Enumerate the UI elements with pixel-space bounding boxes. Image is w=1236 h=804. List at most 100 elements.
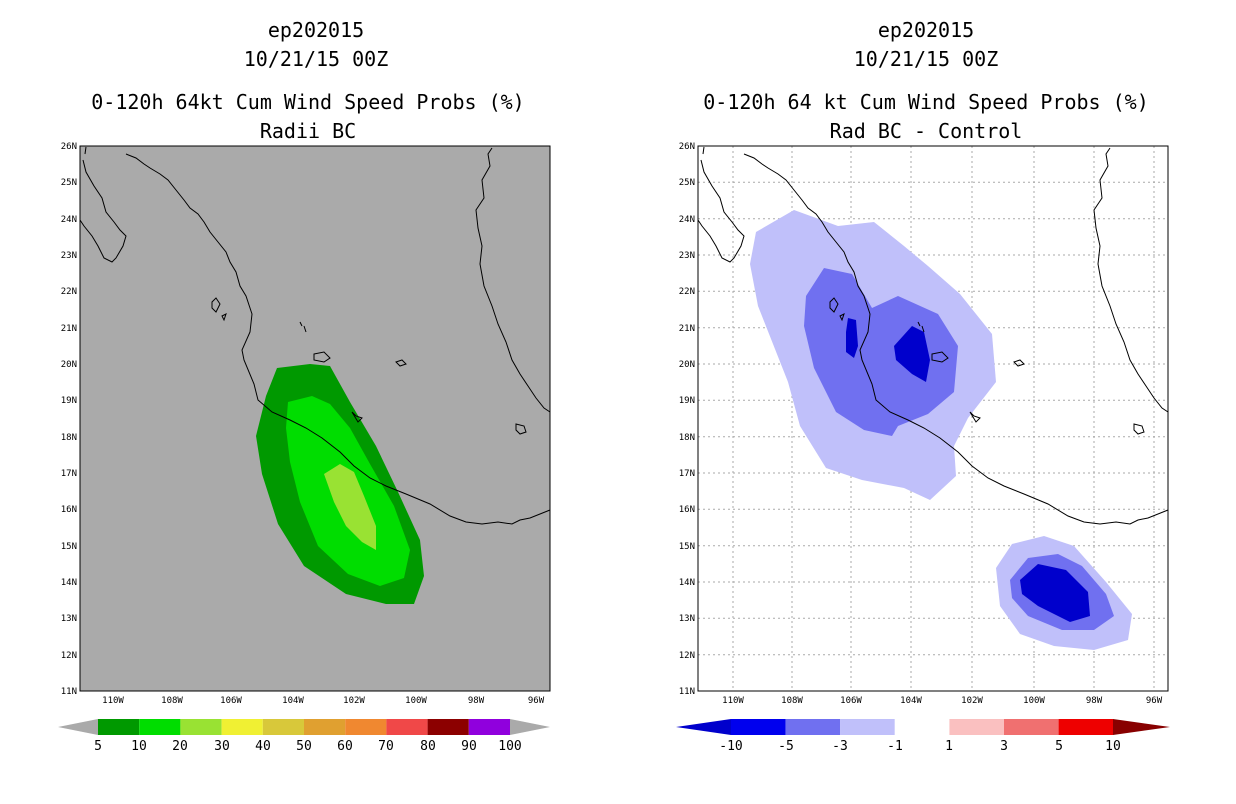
lon-102w: 102W (343, 696, 365, 706)
r-lat-16n: 16N (679, 505, 695, 515)
r-lon-106w: 106W (840, 696, 862, 706)
lat-14n: 14N (61, 578, 77, 588)
right-map-frame (697, 145, 1169, 692)
lat-15n: 15N (61, 542, 77, 552)
right-colorbar-labels: -10 -5 -3 -1 1 3 5 10 (719, 739, 1121, 754)
left-lon-axis: 110W 108W 106W 104W 102W 100W 98W 96W (102, 696, 545, 706)
diff-contour-minus5-south (1020, 564, 1090, 622)
right-cb-label-m1: -1 (887, 739, 903, 754)
right-cb-label-10: 10 (1105, 739, 1121, 754)
right-lon-axis: 110W 108W 106W 104W 102W 100W 98W 96W (722, 696, 1163, 706)
r-lat-22n: 22N (679, 287, 695, 297)
left-cb-seg-8 (427, 719, 469, 735)
r-lat-18n: 18N (679, 433, 695, 443)
right-title-date: 10/21/15 00Z (854, 47, 999, 71)
r-lat-11n: 11N (679, 687, 695, 697)
r-lon-96w: 96W (1146, 696, 1163, 706)
right-panel: ep202015 10/21/15 00Z 0-120h 64 kt Cum W… (676, 18, 1170, 754)
left-cb-seg-9 (468, 719, 510, 735)
right-colorbar-high-arrow (1113, 719, 1170, 735)
left-colorbar-labels: 5 10 20 30 40 50 60 70 80 90 100 (94, 739, 522, 754)
left-cb-label-30: 30 (214, 739, 230, 754)
right-colorbar: -10 -5 -3 -1 1 3 5 10 (676, 719, 1170, 754)
right-cb-label-3: 3 (1000, 739, 1008, 754)
lat-17n: 17N (61, 469, 77, 479)
left-cb-seg-2 (180, 719, 222, 735)
r-lat-26n: 26N (679, 142, 695, 152)
diff-contour-minus5-a (846, 318, 858, 358)
right-cb-seg-7 (1058, 719, 1114, 735)
r-lon-98w: 98W (1086, 696, 1103, 706)
left-title-date: 10/21/15 00Z (244, 47, 389, 71)
lat-16n: 16N (61, 505, 77, 515)
left-cb-seg-1 (139, 719, 181, 735)
left-colorbar-segments (98, 719, 510, 735)
r-lat-19n: 19N (679, 396, 695, 406)
r-lon-108w: 108W (781, 696, 803, 706)
right-map (697, 145, 1169, 692)
right-cb-label-m10: -10 (719, 739, 742, 754)
lat-26n: 26N (61, 142, 77, 152)
lat-20n: 20N (61, 360, 77, 370)
r-lat-14n: 14N (679, 578, 695, 588)
right-colorbar-segments (731, 719, 1114, 735)
lon-96w: 96W (528, 696, 545, 706)
right-cb-seg-2 (785, 719, 841, 735)
prob-contour-20 (324, 464, 376, 550)
left-cb-label-70: 70 (378, 739, 394, 754)
diff-contour-minus5-b (894, 326, 930, 382)
lat-11n: 11N (61, 687, 77, 697)
lon-104w: 104W (282, 696, 304, 706)
r-lon-104w: 104W (900, 696, 922, 706)
left-cb-seg-6 (345, 719, 387, 735)
left-cb-seg-4 (262, 719, 304, 735)
left-cb-label-20: 20 (172, 739, 188, 754)
left-panel: ep202015 10/21/15 00Z 0-120h 64kt Cum Wi… (58, 18, 551, 754)
left-cb-label-100: 100 (498, 739, 521, 754)
lat-13n: 13N (61, 614, 77, 624)
right-title-product: 0-120h 64 kt Cum Wind Speed Probs (%) (703, 90, 1149, 114)
lat-22n: 22N (61, 287, 77, 297)
left-cb-seg-0 (98, 719, 140, 735)
left-title-experiment: Radii BC (260, 119, 356, 143)
lon-98w: 98W (468, 696, 485, 706)
left-colorbar-high-arrow (510, 719, 550, 735)
right-lat-axis: 26N 25N 24N 23N 22N 21N 20N 19N 18N 17N … (679, 142, 695, 697)
right-cb-label-m5: -5 (778, 739, 794, 754)
right-cb-seg-3 (840, 719, 895, 735)
r-lat-17n: 17N (679, 469, 695, 479)
lon-100w: 100W (405, 696, 427, 706)
right-title-experiment: Rad BC - Control (830, 119, 1023, 143)
r-lat-20n: 20N (679, 360, 695, 370)
left-cb-seg-7 (386, 719, 428, 735)
lon-108w: 108W (161, 696, 183, 706)
lon-106w: 106W (220, 696, 242, 706)
left-title-storm: ep202015 (268, 18, 364, 42)
right-colorbar-low-arrow (676, 719, 731, 735)
r-lon-100w: 100W (1023, 696, 1045, 706)
left-map (79, 145, 551, 692)
left-colorbar-low-arrow (58, 719, 98, 735)
r-lat-13n: 13N (679, 614, 695, 624)
lon-110w: 110W (102, 696, 124, 706)
lat-24n: 24N (61, 215, 77, 225)
r-lat-15n: 15N (679, 542, 695, 552)
left-colorbar: 5 10 20 30 40 50 60 70 80 90 100 (58, 719, 550, 754)
left-cb-seg-3 (221, 719, 263, 735)
right-cb-seg-5 (949, 719, 1004, 735)
left-cb-seg-5 (304, 719, 346, 735)
diff-contour-minus3 (804, 268, 958, 436)
left-cb-label-60: 60 (337, 739, 353, 754)
right-cb-label-m3: -3 (832, 739, 848, 754)
left-map-frame (79, 145, 551, 692)
lat-19n: 19N (61, 396, 77, 406)
r-lat-12n: 12N (679, 651, 695, 661)
right-cb-label-5: 5 (1055, 739, 1063, 754)
right-title-storm: ep202015 (878, 18, 974, 42)
left-lat-axis: 26N 25N 24N 23N 22N 21N 20N 19N 18N 17N … (61, 142, 77, 697)
lat-25n: 25N (61, 178, 77, 188)
right-cb-label-1: 1 (945, 739, 953, 754)
right-cb-seg-6 (1004, 719, 1059, 735)
left-cb-label-80: 80 (420, 739, 436, 754)
left-cb-label-10: 10 (131, 739, 147, 754)
